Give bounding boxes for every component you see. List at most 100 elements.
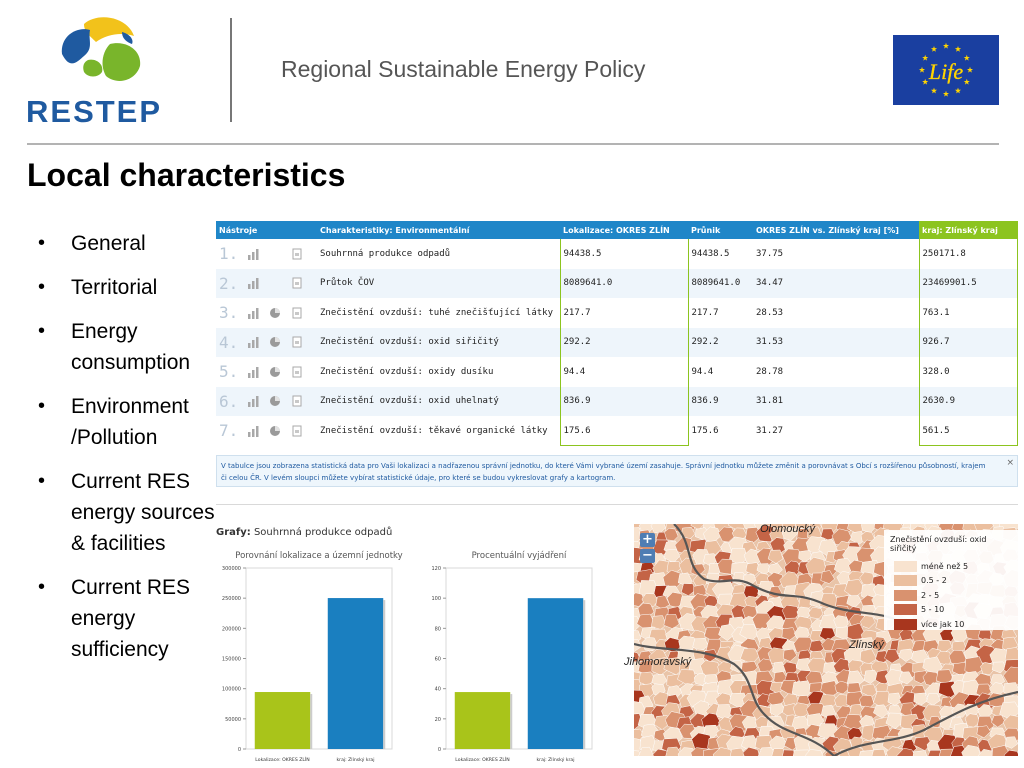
info-line-2: či celou ČR. V levém sloupci můžete vybí… <box>221 474 616 482</box>
y-tick-label: 100 <box>431 596 441 602</box>
bullet-environment-pollution: Environment /Pollution <box>36 391 216 453</box>
intersection-cell: 8089641.0 <box>688 268 753 298</box>
y-tick-label: 0 <box>438 747 441 753</box>
map-municipality <box>742 746 760 756</box>
legend-item: 2 - 5 <box>890 588 1012 603</box>
row-index: 5. <box>219 362 239 382</box>
document-icon[interactable] <box>291 248 303 260</box>
x-category-label: Lokalizace: OKRES ZLÍN <box>255 756 309 763</box>
map-zoom-controls: + − <box>640 533 655 565</box>
characteristic-cell[interactable]: Znečistění ovzduší: oxid uhelnatý <box>317 386 560 416</box>
header-title: Regional Sustainable Energy Policy <box>281 56 646 82</box>
y-tick-label: 300000 <box>222 566 241 572</box>
legend-item: více jak 10 <box>890 617 1012 632</box>
eu-star-icon <box>922 78 929 85</box>
header-locality[interactable]: Lokalizace: OKRES ZLÍN <box>560 221 688 239</box>
tools-cell: 2. <box>216 268 317 298</box>
map-municipality <box>863 669 880 684</box>
header-tools: Nástroje <box>216 221 317 239</box>
eu-star-icon <box>963 54 970 61</box>
y-tick-label: 100000 <box>222 687 241 693</box>
document-icon[interactable] <box>291 277 303 289</box>
y-tick-label: 200000 <box>222 626 241 632</box>
table-row[interactable]: 2. Průtok ČOV 8089641.0 8089641.0 34.47 23469… <box>216 268 1018 298</box>
legend-swatch <box>894 618 917 630</box>
document-icon[interactable] <box>291 366 303 378</box>
zoom-in-button[interactable]: + <box>640 533 655 547</box>
table-row[interactable]: 7. Znečistění ovzduší: těkavé organické l… <box>216 416 1018 446</box>
header-region[interactable]: kraj: Zlínský kraj <box>919 221 1018 239</box>
restep-globe-icon <box>61 17 141 86</box>
zoom-out-button[interactable]: − <box>640 549 655 563</box>
slide-title: Local characteristics <box>27 157 346 193</box>
characteristic-cell[interactable]: Souhrnná produkce odpadů <box>320 248 451 259</box>
eu-star-icon <box>930 46 938 52</box>
legend-label: více jak 10 <box>921 619 965 629</box>
close-icon[interactable]: × <box>1006 458 1014 468</box>
table-row[interactable]: 6. Znečistění ovzduší: oxid uhelnatý 836.9… <box>216 386 1018 416</box>
characteristic-cell[interactable]: Znečistění ovzduší: oxidy dusíku <box>320 366 494 377</box>
map-municipality <box>756 563 771 575</box>
characteristic-cell[interactable]: Znečistění ovzduší: tuhé znečišťující lá… <box>320 307 553 318</box>
legend-item: 5 - 10 <box>890 603 1012 618</box>
map-municipality <box>718 526 736 543</box>
bar <box>327 598 384 749</box>
info-message: V tabulce jsou zobrazena statistická dat… <box>216 455 1018 487</box>
bar-chart-icon[interactable] <box>247 307 259 319</box>
bar-chart-icon[interactable] <box>247 277 259 290</box>
charts-label: Grafy: <box>216 527 251 538</box>
bar-chart-icon[interactable] <box>247 366 259 378</box>
map-municipality <box>1003 750 1018 756</box>
map-municipality <box>634 651 641 665</box>
bar-chart-icon[interactable] <box>247 395 259 408</box>
legend-label: méně než 5 <box>921 561 969 571</box>
bullet-current-res-sufficiency: Current RES energy sufficiency <box>36 572 216 665</box>
legend-swatch <box>894 560 917 572</box>
ratio-cell: 34.47 <box>753 268 919 298</box>
pie-chart-icon[interactable] <box>269 425 281 437</box>
map-municipality <box>638 746 655 756</box>
restep-logo-text: RESTEP <box>26 94 163 129</box>
bar-chart-icon[interactable] <box>247 336 259 349</box>
pie-chart-icon[interactable] <box>269 395 281 407</box>
table-row[interactable]: 1. Souhrnná produkce odpadů 94438.5 94438.5… <box>216 239 1018 269</box>
bar-chart-icon[interactable] <box>247 425 259 437</box>
locality-cell: 175.6 <box>559 416 689 446</box>
map-municipality <box>771 748 787 756</box>
bar-chart-icon[interactable] <box>247 248 259 260</box>
pie-chart-icon[interactable] <box>269 336 281 348</box>
map-municipality <box>913 692 928 706</box>
document-icon[interactable] <box>291 425 303 437</box>
table-row[interactable]: 4. Znečistění ovzduší: oxid siřičitý 292.2… <box>216 327 1018 357</box>
percentage-bar-chart: Procentuální vyjádření 0 20 40 60 80 100 120 Lok… <box>416 546 606 768</box>
region-cell: 561.5 <box>918 416 1018 446</box>
header-rule <box>27 143 999 145</box>
map-municipality <box>961 744 981 756</box>
characteristic-cell[interactable]: Znečistění ovzduší: oxid siřičitý <box>317 327 560 357</box>
table-row[interactable]: 3. Znečistění ovzduší: tuhé znečišťující … <box>216 298 1018 328</box>
eu-star-icon <box>918 66 926 73</box>
pie-chart-icon[interactable] <box>269 366 281 378</box>
row-index: 7. <box>219 421 239 441</box>
header-characteristic[interactable]: Charakteristiky: Environmentální <box>317 221 560 239</box>
map-municipality <box>769 703 786 717</box>
statistics-table: Nástroje Charakteristiky: Environmentáln… <box>216 221 1018 446</box>
header-divider <box>230 18 232 122</box>
row-index: 6. <box>219 391 239 411</box>
characteristic-cell[interactable]: Průtok ČOV <box>317 268 560 298</box>
intersection-cell: 217.7 <box>691 307 719 318</box>
table-row[interactable]: 5. Znečistění ovzduší: oxidy dusíku 94.4 94… <box>216 357 1018 387</box>
restep-logo: RESTEP <box>22 14 187 129</box>
bar <box>254 692 311 749</box>
pie-chart-icon[interactable] <box>269 307 281 319</box>
document-icon[interactable] <box>291 307 303 319</box>
document-icon[interactable] <box>291 395 303 407</box>
characteristic-cell[interactable]: Znečistění ovzduší: těkavé organické lát… <box>320 425 548 436</box>
ratio-cell: 28.78 <box>756 366 784 377</box>
eu-star-icon <box>942 90 950 97</box>
map-municipality <box>991 714 1006 728</box>
document-icon[interactable] <box>291 336 303 348</box>
row-index: 1. <box>219 244 239 264</box>
map-municipality <box>745 562 762 576</box>
chart-title: Procentuální vyjádření <box>472 551 567 561</box>
